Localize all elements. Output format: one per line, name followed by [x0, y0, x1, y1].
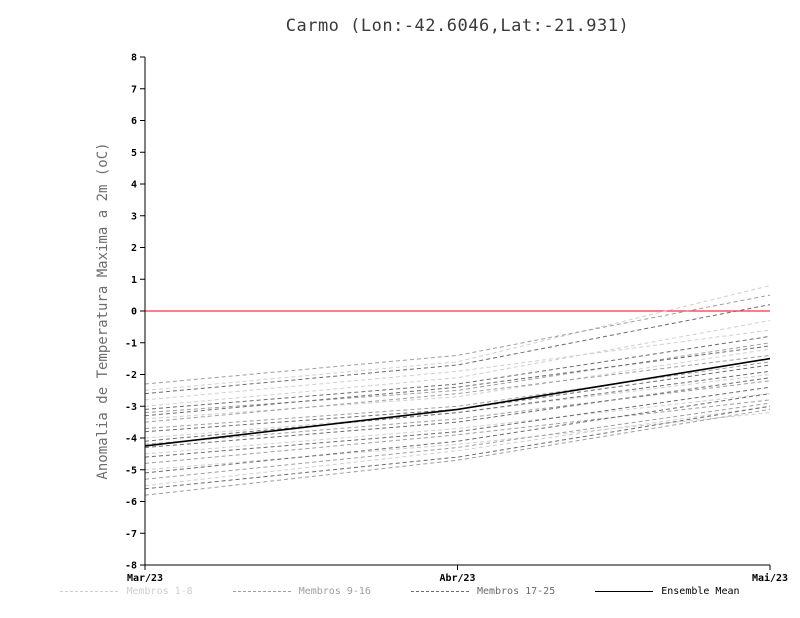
- ensemble-member-line: [144, 304, 771, 395]
- ensemble-member-line: [144, 402, 771, 480]
- y-tick-label: 0: [131, 307, 137, 318]
- ensemble-member-line: [144, 405, 771, 490]
- legend-label: Membros 9-16: [298, 586, 371, 597]
- dashed-line-sample-icon: [60, 591, 119, 592]
- ensemble-mean-line: [144, 357, 771, 447]
- legend-item-membros-9-16: Membros 9-16: [232, 586, 371, 597]
- x-tick-label: Mar/23: [127, 573, 163, 584]
- solid-line-sample-icon: [595, 591, 654, 592]
- legend-item-membros-17-25: Membros 17-25: [410, 586, 556, 597]
- dashed-line-sample-icon: [410, 591, 469, 592]
- ensemble-member-line: [144, 329, 771, 401]
- y-tick-label: 5: [131, 148, 137, 159]
- y-tick-label: -1: [125, 338, 137, 349]
- y-tick-label: -7: [125, 529, 137, 540]
- ensemble-member-line: [144, 408, 771, 496]
- legend-label: Membros 1-8: [126, 586, 193, 597]
- ensemble-member-line: [144, 393, 771, 455]
- ensemble-member-line: [144, 335, 771, 410]
- ensemble-member-line: [144, 285, 771, 391]
- ensemble-member-line: [144, 294, 771, 385]
- y-tick-label: 1: [131, 275, 137, 286]
- y-tick-label: -6: [125, 497, 137, 508]
- x-tick-label: Abr/23: [439, 573, 475, 584]
- legend-label: Membros 17-25: [476, 586, 556, 597]
- x-tick-label: Mai/23: [752, 572, 788, 584]
- y-tick-label: 7: [131, 84, 137, 95]
- y-tick-label: 8: [131, 53, 137, 64]
- y-tick-label: -2: [125, 370, 137, 381]
- y-tick-label: 4: [131, 180, 137, 191]
- ensemble-member-line: [144, 345, 771, 417]
- ensemble-member-line: [144, 320, 771, 407]
- legend-item-ensemble-mean: Ensemble Mean: [595, 586, 740, 597]
- chart-title: Carmo (Lon:-42.6046,Lat:-21.931): [285, 16, 630, 36]
- legend-item-membros-1-8: Membros 1-8: [60, 586, 193, 597]
- y-tick-label: -5: [125, 465, 137, 476]
- y-tick-label: -4: [125, 434, 137, 445]
- dashed-line-sample-icon: [232, 591, 291, 592]
- legend-label: Ensemble Mean: [661, 586, 740, 597]
- ensemble-member-line: [144, 361, 771, 429]
- chart-legend: Membros 1-8 Membros 9-16 Membros 17-25 E…: [0, 586, 800, 597]
- y-tick-label: 6: [131, 116, 137, 127]
- y-tick-label: 3: [131, 211, 137, 222]
- y-tick-label: 2: [131, 243, 137, 254]
- y-tick-label: -3: [125, 402, 137, 413]
- y-tick-label: -8: [125, 561, 137, 572]
